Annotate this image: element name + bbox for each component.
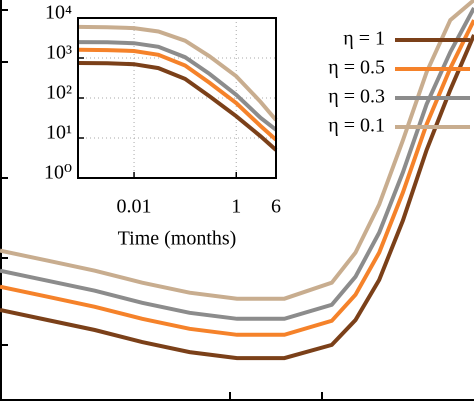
legend-label: η = 0.5 [328,57,385,79]
y-tick-label: 10⁴ [45,2,72,24]
line-series [0,7,474,321]
x-tick-label: 1 [231,196,241,218]
y-tick-label: 10¹ [46,122,72,144]
legend-label: η = 1 [343,28,385,50]
line-series [77,61,278,152]
line-series [77,40,278,132]
line-series [0,19,474,337]
y-tick-label: 10³ [46,42,72,64]
x-tick-label: 6 [271,196,281,218]
inset-frame [77,17,277,179]
legend-label: η = 0.3 [328,86,385,108]
x-axis-label: Time (months) [118,228,237,250]
line-series [77,24,278,122]
line-series [0,0,474,301]
x-tick-label: 0.01 [117,196,152,218]
line-series [0,34,474,361]
legend-label: η = 0.1 [328,115,385,137]
y-tick-label: 10² [46,82,72,104]
y-tick-label: 10⁰ [44,162,72,184]
line-series [77,47,278,142]
